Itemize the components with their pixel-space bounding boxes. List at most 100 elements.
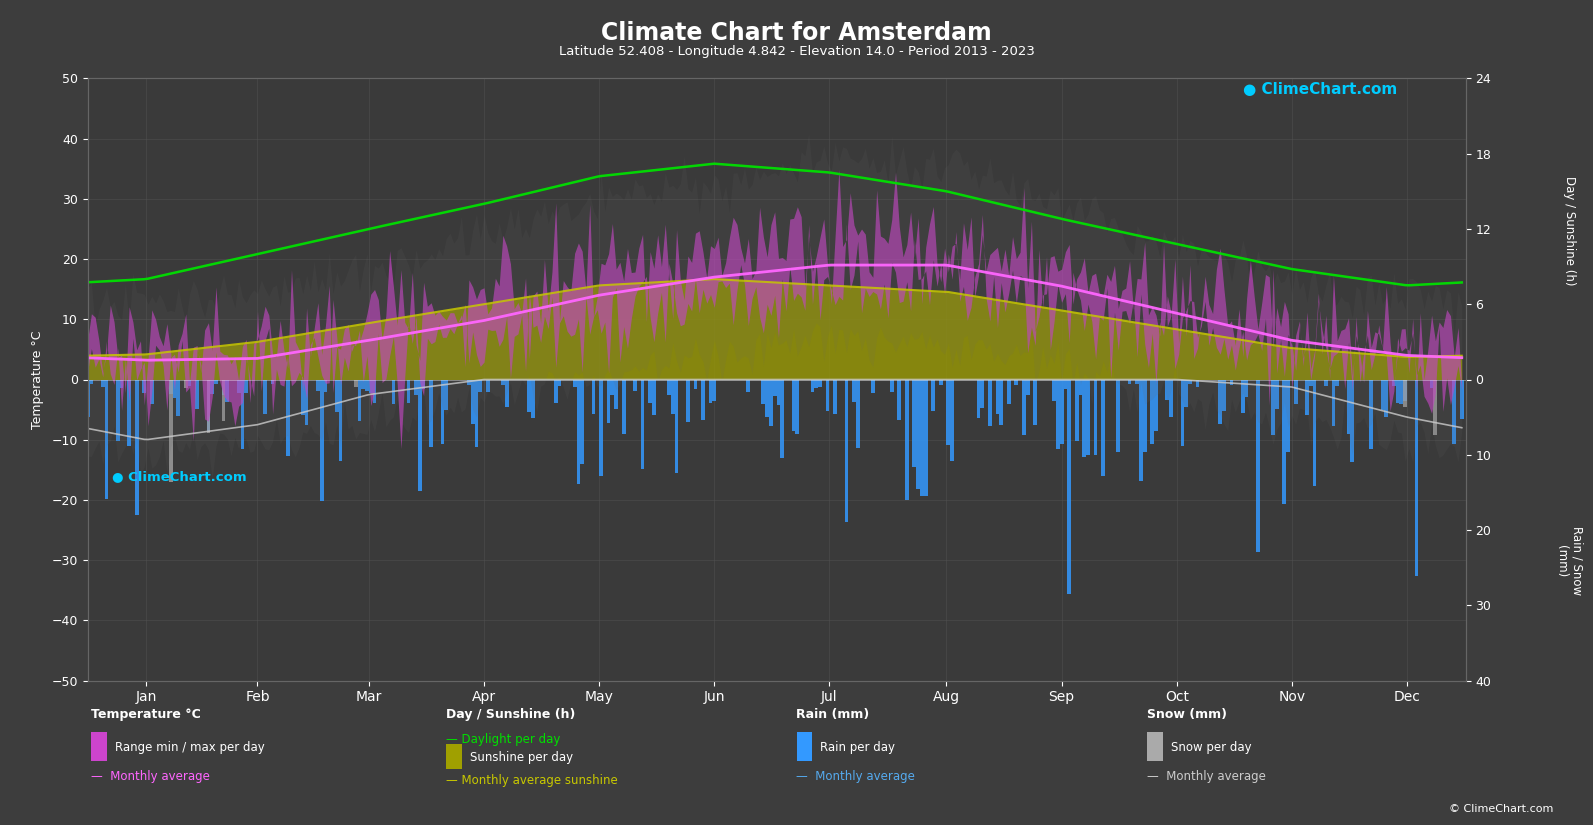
Text: Rain per day: Rain per day [820, 741, 895, 754]
Bar [169, 380, 172, 482]
Bar [675, 380, 679, 473]
Bar [701, 380, 704, 420]
Bar [221, 380, 226, 421]
Bar [1400, 380, 1403, 404]
Bar [1395, 380, 1400, 403]
Bar [712, 380, 717, 401]
Bar [172, 380, 177, 398]
Bar [320, 380, 323, 501]
Bar [1056, 380, 1059, 449]
Bar [207, 380, 210, 431]
Text: Temperature °C: Temperature °C [91, 708, 201, 721]
Bar [221, 380, 226, 395]
Bar [938, 380, 943, 385]
Bar [1403, 380, 1407, 402]
Bar [1169, 380, 1172, 417]
Bar [263, 380, 268, 414]
Bar [607, 380, 610, 423]
Bar [135, 380, 139, 516]
Text: —  Monthly average: — Monthly average [91, 770, 210, 783]
Bar [1286, 380, 1290, 452]
Bar [773, 380, 777, 397]
Bar [406, 380, 411, 403]
Bar [648, 380, 652, 403]
Bar [1075, 380, 1078, 441]
Bar [527, 380, 530, 412]
Bar [1351, 380, 1354, 462]
Y-axis label: Temperature °C: Temperature °C [32, 330, 45, 429]
Bar [373, 380, 376, 403]
Bar [554, 380, 558, 403]
Bar [1078, 380, 1082, 395]
Bar [671, 380, 675, 414]
Bar [580, 380, 585, 464]
Bar [244, 380, 249, 394]
Bar [1346, 380, 1351, 434]
Bar [1082, 380, 1086, 457]
Bar [999, 380, 1004, 425]
Bar [951, 380, 954, 461]
Bar [890, 380, 894, 392]
Bar [116, 380, 119, 441]
Text: Rain / Snow
(mm): Rain / Snow (mm) [1555, 526, 1583, 596]
Bar [621, 380, 626, 433]
Bar [89, 380, 94, 384]
Bar [1324, 380, 1329, 386]
Bar [429, 380, 433, 447]
Bar [632, 380, 637, 391]
Bar [1384, 380, 1388, 417]
Bar [1429, 380, 1434, 388]
Bar [792, 380, 795, 431]
Bar [765, 380, 769, 417]
Bar [472, 380, 475, 424]
Bar [1034, 380, 1037, 425]
Bar [105, 380, 108, 499]
Bar [1153, 380, 1158, 431]
Bar [1222, 380, 1227, 411]
Bar [127, 380, 131, 446]
Bar [844, 380, 849, 522]
Bar [1332, 380, 1335, 426]
Bar [370, 380, 373, 393]
Bar [1230, 380, 1233, 385]
Bar [1094, 380, 1098, 455]
Bar [1459, 380, 1464, 418]
Bar [339, 380, 342, 461]
Bar [417, 380, 422, 492]
Bar [693, 380, 698, 389]
Bar [1184, 380, 1188, 407]
Bar [855, 380, 860, 448]
Bar [357, 380, 362, 421]
Bar [1059, 380, 1064, 444]
Bar [1309, 380, 1313, 386]
Text: Snow per day: Snow per day [1171, 741, 1252, 754]
Text: — Daylight per day: — Daylight per day [446, 733, 561, 746]
Bar [1415, 380, 1418, 576]
Bar [1128, 380, 1131, 384]
Bar [285, 380, 290, 456]
Bar [667, 380, 671, 394]
Bar [1392, 380, 1395, 386]
Text: —  Monthly average: — Monthly average [796, 770, 916, 783]
Bar [1434, 380, 1437, 436]
Bar [615, 380, 618, 409]
Bar [1335, 380, 1340, 386]
Bar [301, 380, 304, 415]
Text: Range min / max per day: Range min / max per day [115, 741, 264, 754]
Bar [207, 380, 210, 433]
Bar [932, 380, 935, 411]
Bar [414, 380, 417, 395]
Bar [558, 380, 561, 386]
Bar [1241, 380, 1244, 412]
Bar [1150, 380, 1153, 445]
Bar [833, 380, 836, 414]
Bar [921, 380, 924, 496]
Bar [769, 380, 773, 427]
Bar [811, 380, 814, 392]
Bar [814, 380, 819, 388]
Bar [652, 380, 656, 415]
Bar [486, 380, 489, 392]
Bar [502, 380, 505, 384]
Bar [577, 380, 580, 484]
Bar [1117, 380, 1120, 452]
